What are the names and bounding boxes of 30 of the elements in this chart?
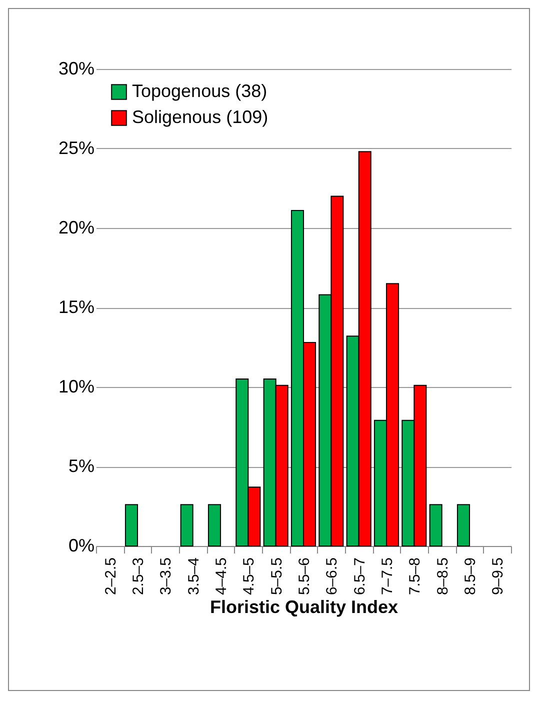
bar <box>124 504 138 546</box>
y-tick-label: 0% <box>68 536 94 556</box>
y-tick-label: 25% <box>58 138 94 158</box>
x-tick-label: 4.5–5 <box>240 558 258 596</box>
x-tick-label: 3–3.5 <box>158 558 175 596</box>
x-tick-label: 2.5–3 <box>130 558 147 596</box>
y-tick-label: 30% <box>58 58 94 78</box>
y-tick-label: 15% <box>58 297 94 317</box>
x-axis-title: Floristic Quality Index <box>210 597 398 618</box>
x-tick-label: 6–6.5 <box>324 558 341 596</box>
x-tick-label: 4–4.5 <box>213 558 230 596</box>
x-tick-label: 2–2.5 <box>102 558 120 596</box>
x-tick-label: 9–9.5 <box>490 558 507 596</box>
x-tick-label: 7–7.5 <box>379 558 396 596</box>
bar <box>180 504 194 546</box>
y-tick-label: 20% <box>58 218 94 238</box>
bar <box>429 504 442 546</box>
x-tick-label: 8.5–9 <box>462 558 479 596</box>
x-tick-label: 5–5.5 <box>268 558 286 596</box>
x-tick-label: 5.5–6 <box>296 558 313 596</box>
x-tick-label: 6.5–7 <box>351 558 368 596</box>
y-tick-label: 10% <box>58 376 94 396</box>
y-tick-label: 5% <box>68 456 94 476</box>
legend-label: Topogenous (38) <box>132 81 268 101</box>
bar <box>208 504 221 546</box>
bar <box>456 504 470 546</box>
legend-label: Soligenous (109) <box>132 107 268 127</box>
x-tick-label: 8–8.5 <box>434 558 452 596</box>
x-tick-label: 3.5–4 <box>185 558 202 596</box>
x-tick-label: 7.5–8 <box>406 558 424 596</box>
